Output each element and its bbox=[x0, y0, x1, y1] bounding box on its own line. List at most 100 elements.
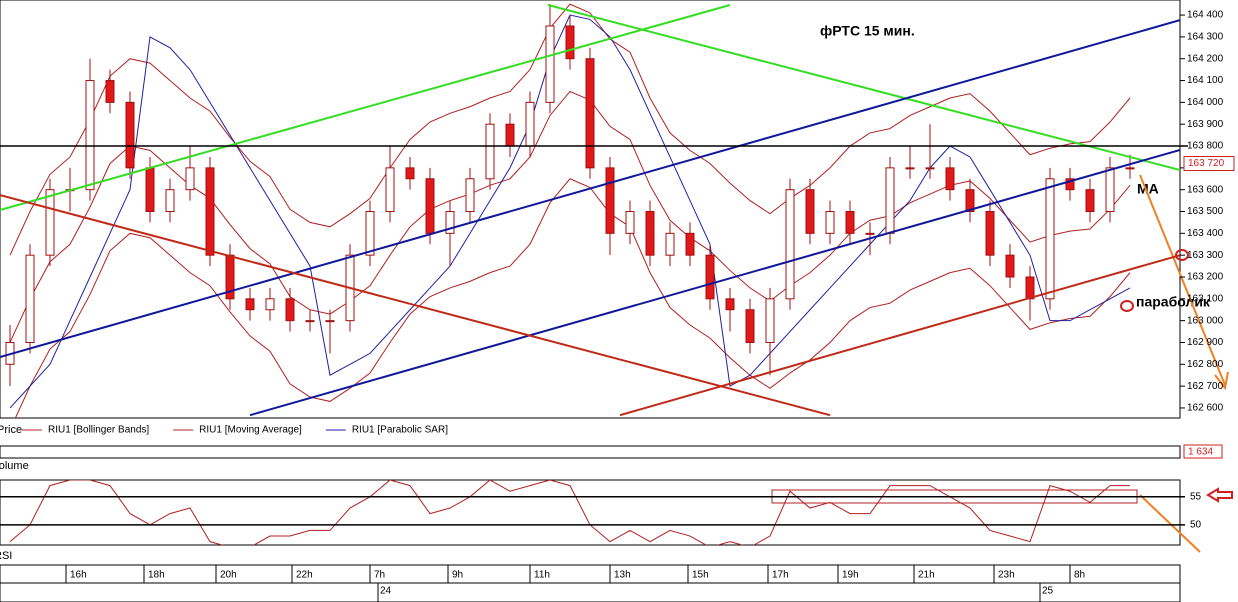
candle-body bbox=[445, 211, 455, 234]
bollinger-upper bbox=[9, 3, 1131, 256]
candle-body bbox=[565, 25, 575, 60]
candle-body bbox=[465, 178, 475, 213]
x-tick-label: 23h bbox=[998, 570, 1015, 581]
x-tick-label: 8h bbox=[1074, 570, 1085, 581]
candle-body bbox=[45, 189, 55, 256]
candle-body bbox=[1065, 178, 1075, 191]
candle-body bbox=[945, 167, 955, 191]
candle-body bbox=[685, 232, 695, 256]
legend-entry: RIU1 [Moving Average] bbox=[199, 425, 302, 436]
y-tick-label: 163 300 bbox=[1187, 250, 1224, 261]
panel-label: Price bbox=[0, 424, 22, 436]
candle-body bbox=[805, 189, 815, 234]
volume-label: 1 634 bbox=[1188, 447, 1213, 458]
candle-body bbox=[985, 211, 995, 256]
candle-body bbox=[745, 309, 755, 343]
candle-body bbox=[365, 211, 375, 256]
candle-body bbox=[605, 167, 615, 234]
y-tick-label: 163 000 bbox=[1187, 315, 1224, 326]
y-tick-label: 163 200 bbox=[1187, 272, 1224, 283]
candle-body bbox=[1125, 167, 1135, 170]
last-price-label: 163 720 bbox=[1188, 158, 1225, 169]
candle-body bbox=[845, 211, 855, 234]
x-tick-label: 18h bbox=[148, 570, 165, 581]
y-tick-label: 164 400 bbox=[1187, 10, 1224, 21]
last-price-box bbox=[1183, 155, 1235, 171]
candle-body bbox=[125, 101, 135, 169]
x-tick-label: 9h bbox=[452, 570, 463, 581]
candle-body bbox=[525, 101, 535, 147]
candle-body bbox=[385, 167, 395, 213]
candle-body bbox=[785, 189, 795, 300]
rsi-panel bbox=[0, 479, 1181, 546]
x-tick-label: 13h bbox=[614, 570, 631, 581]
candle-body bbox=[205, 167, 215, 256]
x-tick-label: 7h bbox=[374, 570, 385, 581]
rsi-line bbox=[9, 480, 1130, 545]
trendline bbox=[0, 19, 1180, 359]
candle-body bbox=[585, 58, 595, 169]
candle-body bbox=[905, 167, 915, 170]
volume-box bbox=[1183, 444, 1223, 459]
price-plot bbox=[0, 3, 1180, 418]
trendline bbox=[0, 194, 831, 417]
rsi-tick-label: 50 bbox=[1190, 519, 1202, 530]
moving-average bbox=[9, 90, 1131, 343]
x-tick-label: 17h bbox=[772, 570, 789, 581]
candle-body bbox=[885, 167, 895, 234]
panel-label: RSI bbox=[0, 550, 12, 562]
candle-body bbox=[705, 254, 715, 300]
rsi-plot bbox=[9, 480, 1130, 545]
date-label: 24 bbox=[380, 586, 392, 597]
y-tick-label: 162 600 bbox=[1187, 403, 1224, 414]
y-tick-label: 162 700 bbox=[1187, 381, 1224, 392]
annotation: МА bbox=[1137, 181, 1159, 197]
candle-body bbox=[25, 254, 35, 343]
volume-panel bbox=[0, 445, 1181, 459]
candle-body bbox=[645, 211, 655, 256]
candle-body bbox=[245, 298, 255, 311]
legend-entry: RIU1 [Bollinger Bands] bbox=[48, 425, 149, 436]
candle-body bbox=[85, 80, 95, 191]
candle-body bbox=[665, 232, 675, 256]
candle-body bbox=[965, 189, 975, 213]
bollinger-lower bbox=[14, 178, 1131, 418]
x-tick-label: 16h bbox=[70, 570, 87, 581]
candle-body bbox=[165, 189, 175, 213]
y-tick-label: 162 900 bbox=[1187, 337, 1224, 348]
candle-body bbox=[545, 25, 555, 103]
candle-body bbox=[1085, 189, 1095, 213]
candle-body bbox=[625, 211, 635, 234]
candle-body bbox=[725, 298, 735, 311]
x-tick-label: 15h bbox=[692, 570, 709, 581]
candle-body bbox=[1025, 276, 1035, 300]
y-tick-label: 164 000 bbox=[1187, 97, 1224, 108]
y-tick-label: 164 200 bbox=[1187, 53, 1224, 64]
candle-body bbox=[425, 178, 435, 234]
x-tick-label: 21h bbox=[918, 570, 935, 581]
y-tick-label: 163 800 bbox=[1187, 141, 1224, 152]
y-tick-label: 163 900 bbox=[1187, 119, 1224, 130]
trendline bbox=[0, 4, 731, 211]
trendline bbox=[249, 148, 1180, 417]
candle-body bbox=[485, 123, 495, 180]
trendline bbox=[619, 254, 1180, 417]
candle-body bbox=[325, 320, 335, 323]
y-tick-label: 163 100 bbox=[1187, 293, 1224, 304]
candle-body bbox=[1105, 167, 1115, 213]
y-tick-label: 164 300 bbox=[1187, 32, 1224, 43]
candle-body bbox=[505, 123, 515, 147]
trendline bbox=[547, 4, 1180, 172]
panel-label: Volume bbox=[0, 460, 29, 472]
date-label: 25 bbox=[1042, 586, 1054, 597]
y-tick-label: 164 100 bbox=[1187, 75, 1224, 86]
chart-title: фРТС 15 мин. bbox=[820, 23, 915, 39]
candle-body bbox=[405, 167, 415, 180]
y-tick-label: 163 600 bbox=[1187, 184, 1224, 195]
candle-body bbox=[1045, 178, 1055, 300]
candle-body bbox=[185, 167, 195, 191]
candle-body bbox=[305, 320, 315, 323]
candle-body bbox=[825, 211, 835, 234]
y-tick-label: 163 400 bbox=[1187, 228, 1224, 239]
x-tick-label: 11h bbox=[534, 570, 550, 581]
